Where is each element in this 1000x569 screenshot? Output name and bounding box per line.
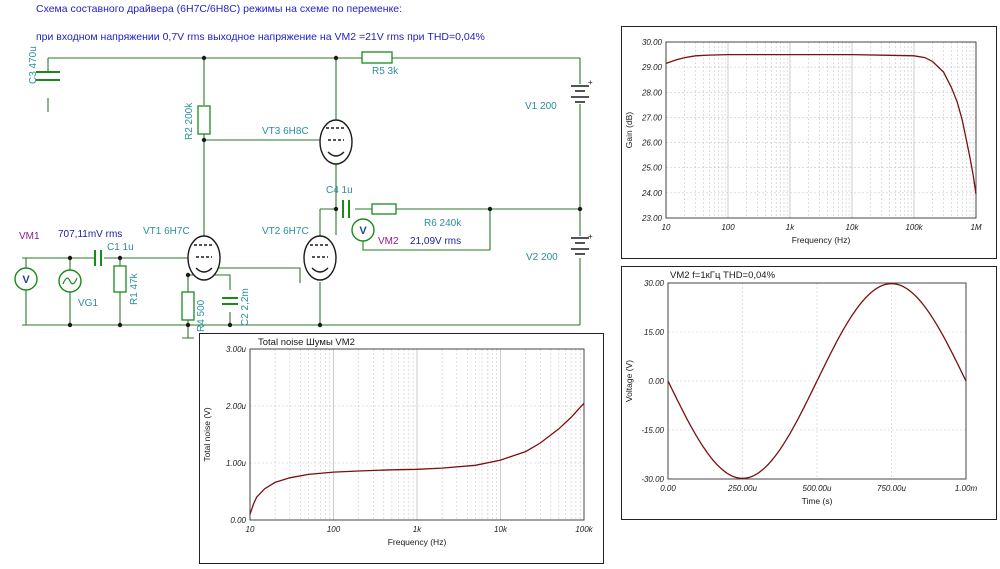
x-axis-label: Frequency (Hz)	[388, 537, 447, 547]
chart-title: Total noise Шумы VM2	[258, 337, 355, 348]
r4-label: R4 500	[196, 299, 207, 332]
y-tick-label: 23.00	[641, 214, 663, 223]
r6-label: R6 240k	[424, 218, 462, 229]
c4-label: C4 1u	[326, 185, 353, 196]
v2-battery	[571, 237, 589, 255]
y-tick-label: 27.00	[641, 113, 663, 122]
x-tick-label: 250.00u	[727, 484, 757, 493]
x-tick-label: 10	[662, 223, 671, 232]
y-axis-label: Gain (dB)	[624, 112, 634, 149]
x-tick-label: 0.00	[660, 484, 676, 493]
x-tick-label: 100k	[575, 525, 593, 534]
vt3-tube-symbol	[319, 119, 353, 165]
vm2-label: VM2	[378, 236, 399, 247]
series-trace	[249, 402, 585, 515]
v2-label: V2 200	[526, 252, 558, 263]
gain-chart: 10 100 1k 10k 100k 1M 23.00 24.00 25.00 26.00 27.0…	[624, 38, 982, 245]
c3-capacitor	[36, 71, 60, 81]
r6-resistor	[371, 203, 397, 215]
x-tick-label: 1k	[413, 525, 422, 534]
x-tick-label: 10	[246, 525, 255, 534]
y-tick-label: -15.00	[641, 426, 664, 435]
chart-title: VM2 f=1кГц THD=0,04%	[670, 270, 776, 281]
c1-capacitor	[94, 250, 102, 266]
x-tick-label: 1k	[786, 223, 795, 232]
y-tick-label: 1.00u	[226, 459, 247, 468]
y-tick-label: 3.00u	[226, 345, 247, 354]
y-tick-label: 2.00u	[225, 402, 247, 411]
x-tick-label: 100	[327, 525, 341, 534]
series-trace	[667, 283, 967, 479]
x-axis-label: Time (s)	[802, 496, 833, 506]
y-tick-label: -30.00	[641, 475, 664, 484]
r4-resistor	[181, 291, 195, 321]
vt1-label: VT1 6Н7С	[143, 226, 190, 237]
y-tick-label: 30.00	[642, 38, 663, 47]
title-line-2: при входном напряжении 0,7V rms выходное…	[36, 31, 485, 43]
c1-label: C1 1u	[107, 242, 134, 253]
r5-resistor	[361, 51, 393, 64]
noise-panel: 10 100 1k 10k 100k 0.00 1.00u 2.00u 3.00u Frequen…	[199, 333, 604, 564]
vm2-symbol-text: V	[359, 225, 367, 237]
vg1-label: VG1	[78, 298, 99, 309]
vt2-tube-symbol	[303, 235, 337, 281]
r2-resistor	[197, 105, 211, 135]
x-tick-label: 750.00u	[877, 484, 906, 493]
x-tick-label: 100	[721, 223, 735, 232]
vm1-symbol-text: V	[22, 274, 30, 286]
v1-plus-sign: +	[588, 78, 593, 87]
r1-label: R1 47k	[129, 273, 140, 305]
c2-label: C2 2,2m	[240, 288, 251, 326]
vt2-label: VT2 6Н7С	[262, 226, 309, 237]
wire-vt1-cathode	[187, 274, 231, 325]
vg1-generator-symbol	[58, 269, 82, 293]
junction-dots	[67, 55, 583, 328]
x-axis-label: Frequency (Hz)	[792, 235, 851, 245]
x-tick-label: 10k	[846, 223, 860, 232]
c3-label: C3 470u	[28, 46, 39, 84]
vm1-label: VM1	[19, 231, 40, 242]
plot-frame	[249, 348, 585, 521]
y-tick-label: 24.00	[641, 189, 663, 198]
transient-panel: 0.00 250.00u 500.00u 750.00u 1.00m -30.00 -15.…	[621, 266, 997, 520]
y-tick-label: 29.00	[641, 63, 663, 72]
y-tick-label: 28.00	[641, 88, 663, 97]
x-tick-label: 1.00m	[955, 484, 978, 493]
vt3-label: VT3 6Н8С	[262, 126, 309, 137]
c2-capacitor	[222, 297, 238, 305]
vt1-tube-symbol	[187, 235, 221, 281]
v1-label: V1 200	[525, 101, 557, 112]
vm1-value: 707,11mV rms	[58, 229, 123, 240]
x-tick-label: 1M	[970, 223, 981, 232]
r1-resistor	[113, 265, 127, 293]
r5-label: R5 3k	[372, 66, 399, 77]
vm1-meter-symbol	[14, 267, 38, 291]
x-tick-label: 10k	[494, 525, 508, 534]
vm2-meter-symbol	[351, 218, 375, 242]
y-axis-label: Voltage (V)	[624, 360, 634, 402]
noise-chart: 10 100 1k 10k 100k 0.00 1.00u 2.00u 3.00u Frequen…	[202, 337, 594, 547]
v2-plus-sign: +	[588, 232, 593, 241]
y-tick-label: 30.00	[644, 279, 665, 288]
transient-chart: 0.00 250.00u 500.00u 750.00u 1.00m -30.00 -15.…	[624, 270, 978, 506]
y-tick-label: 0.00	[648, 377, 664, 386]
gain-panel: 10 100 1k 10k 100k 1M 23.00 24.00 25.00 26.00 27.0…	[621, 26, 997, 259]
y-tick-label: 25.00	[641, 164, 663, 173]
y-tick-label: 26.00	[641, 139, 663, 148]
v1-battery	[571, 85, 589, 103]
series-trace	[665, 53, 977, 195]
x-tick-label: 100k	[905, 223, 923, 232]
title-line-1: Схема составного драйвера (6Н7С/6Н8С) ре…	[36, 3, 403, 15]
y-axis-label: Total noise (V)	[202, 407, 212, 461]
plot-frame	[665, 41, 977, 219]
y-tick-label: 0.00	[230, 516, 246, 525]
x-tick-label: 500.00u	[803, 484, 832, 493]
vm2-value: 21,09V rms	[410, 236, 462, 247]
c4-capacitor	[342, 200, 350, 218]
y-tick-label: 15.00	[644, 328, 665, 337]
r2-label: R2 200k	[184, 102, 195, 140]
